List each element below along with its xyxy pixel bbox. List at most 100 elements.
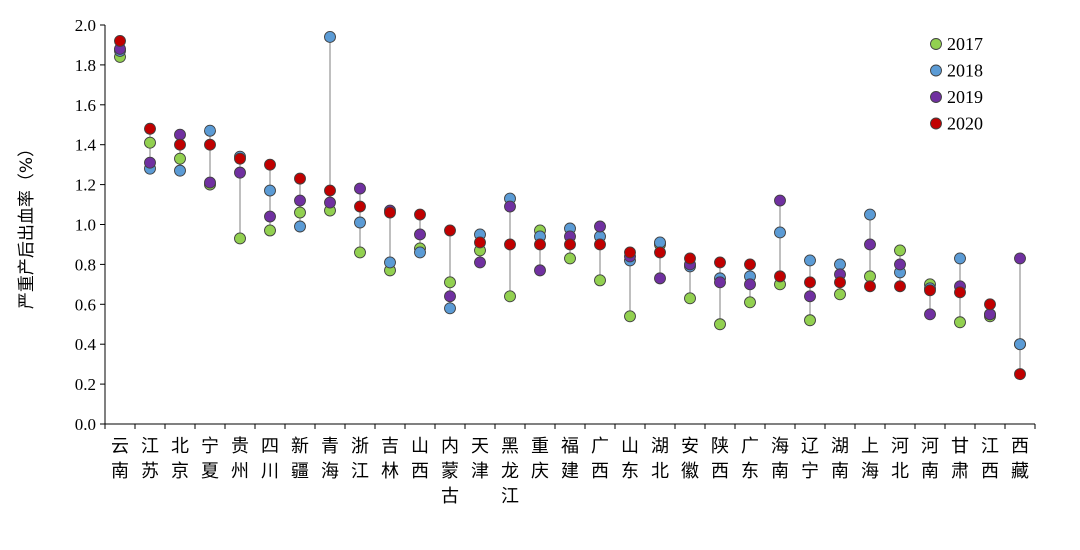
point-2018 (204, 124, 216, 137)
point-2020 (804, 276, 816, 289)
category-label: 辽宁 (801, 436, 819, 482)
point-2019 (414, 228, 426, 241)
legend-label-2018: 2018 (947, 61, 983, 81)
point-2019 (894, 258, 906, 271)
data-points (114, 31, 1026, 381)
point-2020 (474, 236, 486, 249)
category-labels: 云南江苏北京宁夏贵州四川新疆青海浙江吉林山西内蒙古天津黑龙江重庆福建广西山东湖北… (111, 436, 1029, 507)
category-label: 贵州 (231, 436, 249, 482)
point-2020 (684, 252, 696, 265)
point-2020 (264, 158, 276, 171)
point-2019 (924, 308, 936, 321)
point-2018 (804, 254, 816, 267)
legend-label-2020: 2020 (947, 114, 983, 134)
category-label: 海南 (771, 436, 789, 482)
point-2020 (534, 238, 546, 251)
point-2017 (894, 244, 906, 257)
point-2017 (264, 224, 276, 237)
y-tick-label: 0.0 (75, 415, 96, 434)
point-2018 (774, 226, 786, 239)
point-2019 (1014, 252, 1026, 265)
point-2020 (174, 138, 186, 151)
point-2017 (144, 136, 156, 149)
legend-marker-2020 (930, 117, 942, 130)
y-tick-label: 0.4 (75, 335, 97, 354)
point-2018 (354, 216, 366, 229)
point-2018 (324, 31, 336, 43)
category-label: 陕西 (711, 436, 729, 482)
point-2020 (834, 276, 846, 289)
category-label: 河南 (921, 436, 939, 482)
point-2019 (654, 272, 666, 285)
point-2019 (744, 278, 756, 291)
point-2020 (444, 224, 456, 237)
point-2019 (864, 238, 876, 251)
category-label: 上海 (861, 436, 879, 482)
point-2019 (294, 194, 306, 207)
y-tick-label: 0.8 (75, 255, 96, 274)
point-2019 (534, 264, 546, 277)
category-label: 福建 (561, 436, 579, 482)
point-2019 (174, 128, 186, 141)
point-2018 (834, 258, 846, 271)
point-2017 (174, 152, 186, 165)
category-label: 广东 (741, 436, 759, 482)
point-2018 (1014, 338, 1026, 351)
category-label: 浙江 (351, 436, 369, 482)
category-label: 湖南 (831, 436, 849, 482)
category-label: 广西 (591, 436, 609, 482)
category-label: 内蒙古 (441, 436, 459, 507)
category-label: 云南 (111, 436, 129, 482)
category-label: 山东 (621, 436, 639, 482)
point-2020 (384, 206, 396, 219)
category-label: 江苏 (141, 436, 159, 482)
point-2017 (714, 318, 726, 331)
point-2017 (504, 290, 516, 303)
point-2019 (504, 200, 516, 213)
point-2020 (954, 286, 966, 299)
point-2020 (984, 298, 996, 311)
point-2019 (804, 290, 816, 303)
point-2018 (444, 302, 456, 315)
axes: 0.0 0.2 0.4 0.6 0.8 1.0 1.2 1.4 1.6 1.8 2.0 (75, 16, 1036, 434)
category-label: 北京 (171, 436, 189, 482)
category-label: 山西 (411, 436, 429, 482)
y-axis-label: 严重产后出血率（%） (17, 140, 37, 309)
point-2020 (924, 284, 936, 297)
category-label: 新疆 (291, 436, 309, 482)
legend: 2017 2018 2019 2020 (930, 34, 983, 134)
point-2017 (804, 314, 816, 327)
category-label: 四川 (261, 436, 279, 482)
point-2018 (294, 220, 306, 233)
point-2020 (714, 256, 726, 269)
point-2018 (654, 236, 666, 249)
point-2020 (624, 246, 636, 259)
point-2019 (594, 220, 606, 233)
point-2020 (234, 152, 246, 165)
category-label: 西藏 (1011, 436, 1029, 482)
legend-marker-2017 (930, 38, 942, 50)
category-label: 青海 (321, 436, 339, 482)
point-2019 (444, 290, 456, 303)
y-tick-label: 1.0 (75, 216, 96, 235)
point-2020 (894, 280, 906, 293)
point-2020 (774, 270, 786, 283)
point-2020 (864, 280, 876, 293)
point-2019 (264, 210, 276, 223)
legend-marker-2019 (930, 91, 942, 103)
point-2020 (204, 138, 216, 151)
point-2020 (324, 184, 336, 197)
category-label: 湖北 (651, 436, 669, 482)
point-2020 (504, 238, 516, 251)
y-tick-label: 2.0 (75, 16, 96, 35)
point-2020 (594, 238, 606, 251)
point-2017 (594, 274, 606, 287)
category-label: 安徽 (681, 436, 699, 482)
category-label: 河北 (891, 436, 909, 482)
point-2020 (114, 35, 126, 47)
point-2019 (144, 156, 156, 169)
point-2017 (954, 316, 966, 329)
point-2017 (864, 270, 876, 283)
point-2018 (384, 256, 396, 269)
